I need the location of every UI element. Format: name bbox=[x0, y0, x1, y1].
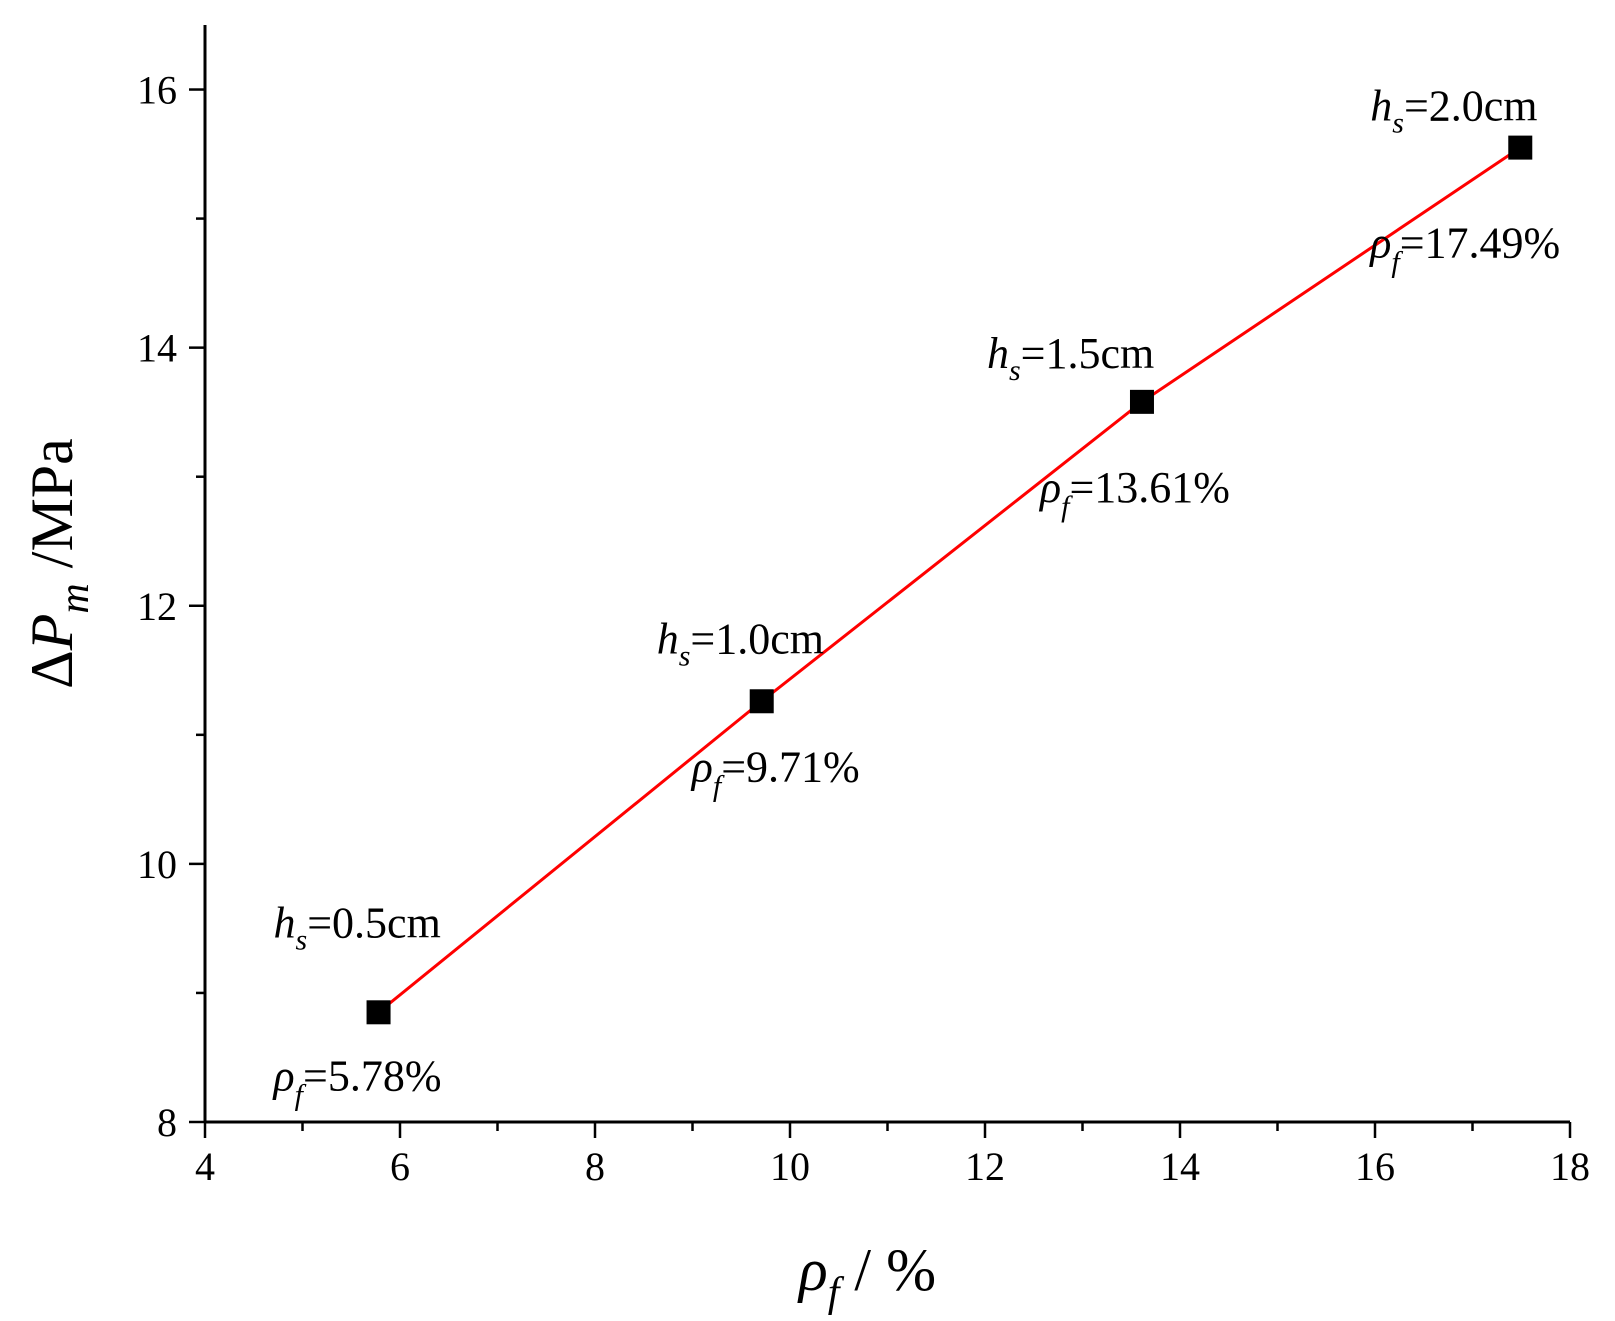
h-symbol: h bbox=[987, 329, 1009, 378]
rho-value: =13.61% bbox=[1069, 463, 1229, 512]
point-h-label: hs=1.5cm bbox=[987, 329, 1154, 387]
rho-symbol: ρ bbox=[272, 1051, 295, 1100]
rho-value: =5.78% bbox=[303, 1051, 441, 1100]
h-value: =1.0cm bbox=[690, 614, 824, 663]
y-axis-title: ΔPm /MPa bbox=[19, 438, 98, 689]
y-title-prefix: Δ bbox=[19, 650, 85, 689]
series-line-group bbox=[377, 146, 1522, 1014]
point-rho-label: ρf=9.71% bbox=[690, 742, 860, 802]
point-h-label: hs=2.0cm bbox=[1370, 82, 1537, 140]
y-title-symbol: P bbox=[19, 614, 85, 652]
annotations-group: hs=0.5cmρf=5.78%hs=1.0cmρf=9.71%hs=1.5cm… bbox=[272, 82, 1561, 1112]
y-title-suffix: /MPa bbox=[19, 438, 85, 583]
x-axis-title: ρf / % bbox=[797, 1237, 936, 1316]
h-subscript: s bbox=[1392, 107, 1404, 140]
x-tick-label: 6 bbox=[390, 1144, 410, 1189]
h-symbol: h bbox=[657, 614, 679, 663]
rho-value: =9.71% bbox=[721, 742, 859, 791]
y-title-subscript: m bbox=[52, 583, 98, 613]
data-point-marker bbox=[366, 1000, 391, 1025]
x-tick-label: 8 bbox=[585, 1144, 605, 1189]
rho-symbol: ρ bbox=[690, 742, 713, 791]
x-tick-label: 18 bbox=[1550, 1144, 1590, 1189]
x-tick-label: 16 bbox=[1355, 1144, 1395, 1189]
axis-titles: ρf / % ΔPm /MPa bbox=[19, 438, 936, 1316]
point-rho-label: ρf=17.49% bbox=[1368, 219, 1560, 279]
x-tick-label: 12 bbox=[965, 1144, 1005, 1189]
h-value: =0.5cm bbox=[307, 898, 441, 947]
h-symbol: h bbox=[1370, 82, 1392, 131]
x-tick-label: 14 bbox=[1160, 1144, 1200, 1189]
markers-group bbox=[366, 135, 1533, 1025]
y-tick-label: 14 bbox=[137, 326, 177, 371]
x-title-suffix: / % bbox=[839, 1237, 936, 1303]
point-h-label: hs=0.5cm bbox=[274, 898, 441, 956]
y-tick-label: 10 bbox=[137, 842, 177, 887]
h-subscript: s bbox=[1009, 354, 1021, 387]
data-point-marker bbox=[1508, 135, 1533, 160]
data-point-marker bbox=[749, 689, 774, 714]
series-line bbox=[377, 146, 1522, 1014]
h-subscript: s bbox=[296, 923, 308, 956]
point-rho-label: ρf=5.78% bbox=[272, 1051, 442, 1111]
h-symbol: h bbox=[274, 898, 296, 947]
axes: 4 6 8 10 12 14 16 18 8 10 12 14 16 bbox=[137, 25, 1590, 1189]
x-tick-label: 4 bbox=[195, 1144, 215, 1189]
x-title-symbol: ρ bbox=[797, 1237, 828, 1303]
rho-value: =17.49% bbox=[1400, 219, 1560, 268]
h-value: =2.0cm bbox=[1404, 82, 1538, 131]
y-tick-label: 16 bbox=[137, 68, 177, 113]
y-tick-label: 12 bbox=[137, 584, 177, 629]
rho-symbol: ρ bbox=[1368, 219, 1391, 268]
rho-symbol: ρ bbox=[1038, 463, 1061, 512]
data-point-marker bbox=[1129, 389, 1154, 414]
x-tick-label: 10 bbox=[770, 1144, 810, 1189]
h-subscript: s bbox=[679, 639, 691, 672]
point-h-label: hs=1.0cm bbox=[657, 614, 824, 672]
y-tick-label: 8 bbox=[157, 1100, 177, 1145]
h-value: =1.5cm bbox=[1021, 329, 1155, 378]
point-rho-label: ρf=13.61% bbox=[1038, 463, 1230, 523]
